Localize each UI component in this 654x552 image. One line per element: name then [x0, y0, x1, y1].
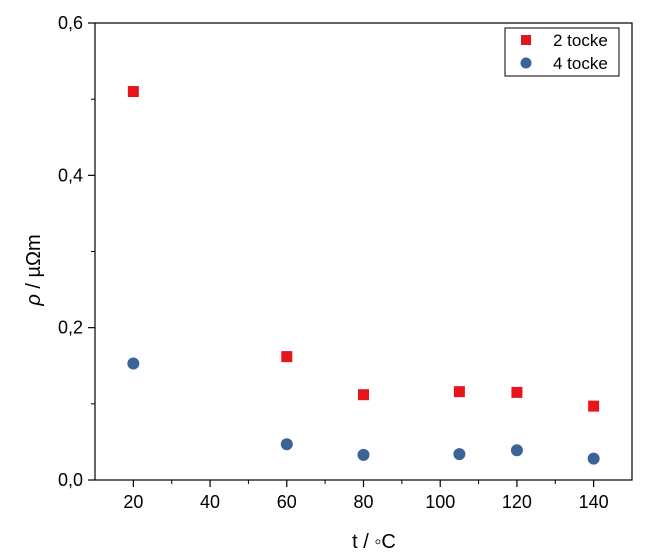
data-point-circle	[453, 448, 466, 461]
y-tick-label: 0,0	[58, 470, 83, 490]
series-2	[127, 357, 600, 465]
x-tick-label: 140	[579, 492, 609, 512]
data-point-square	[127, 86, 139, 98]
data-point-square	[588, 400, 600, 412]
x-tick-label: 40	[200, 492, 220, 512]
x-tick-label: 120	[502, 492, 532, 512]
series-1	[127, 86, 600, 412]
plot-frame	[94, 22, 633, 481]
x-axis: 20 40 60 80 100 120 140	[123, 480, 609, 512]
data-point-circle	[127, 357, 140, 370]
y-axis-unit: / µΩm	[23, 234, 45, 294]
x-tick-label: 20	[123, 492, 143, 512]
legend-label: 2 tocke	[553, 31, 608, 50]
x-axis-title: t / ◦C	[352, 531, 396, 552]
data-point-square	[453, 386, 465, 398]
legend-circle-marker	[520, 57, 532, 69]
data-point-circle	[357, 448, 370, 461]
y-tick-label: 0,2	[58, 318, 83, 338]
y-axis-symbol: ρ	[23, 294, 45, 306]
data-point-square	[358, 389, 369, 401]
x-tick-label: 80	[353, 492, 373, 512]
series-layer	[127, 86, 600, 465]
legend-label: 4 tocke	[553, 54, 608, 73]
x-tick-label: 60	[277, 492, 297, 512]
data-point-square	[281, 351, 293, 363]
y-axis-title: ρ / µΩm	[23, 234, 45, 306]
legend: 2 tocke 4 tocke	[504, 27, 620, 77]
legend-square-marker	[521, 35, 531, 45]
data-point-circle	[280, 438, 293, 451]
data-point-circle	[587, 452, 600, 465]
y-tick-label: 0,6	[58, 13, 83, 33]
data-point-circle	[510, 444, 523, 457]
plot-border	[94, 22, 633, 481]
x-tick-label: 100	[425, 492, 455, 512]
data-point-square	[511, 386, 523, 398]
y-axis: 0,0 0,2 0,4 0,6	[58, 13, 95, 490]
y-tick-label: 0,4	[58, 165, 83, 185]
